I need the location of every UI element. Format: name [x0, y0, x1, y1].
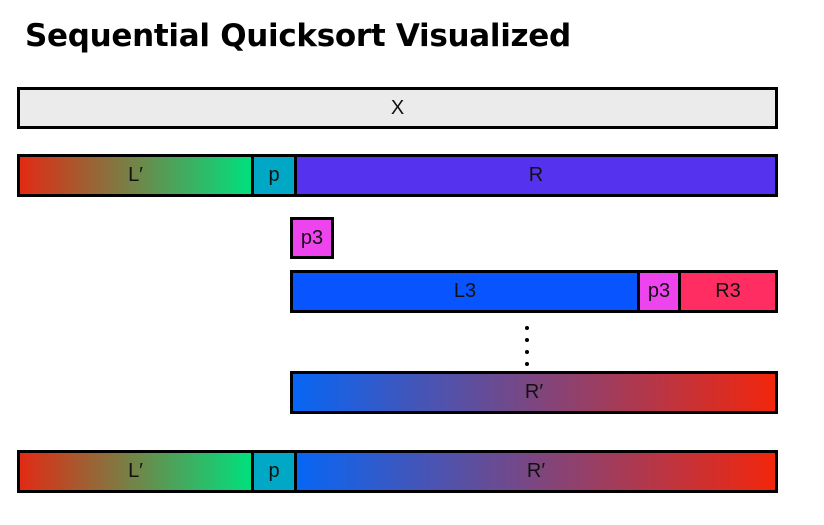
right-partition-segment: R: [294, 157, 775, 194]
array-x-label: X: [390, 96, 405, 119]
continuation-ellipsis: [520, 322, 534, 370]
array-x-bar: X: [17, 87, 778, 129]
left-partition-label: L′: [128, 164, 143, 186]
pivot-3-segment: p3: [637, 273, 678, 310]
final-left-label: L′: [128, 460, 143, 482]
final-pivot-segment: p: [251, 453, 294, 490]
final-right-label: R′: [526, 460, 546, 482]
final-left-segment: L′: [20, 453, 251, 490]
left-partition-segment: L′: [20, 157, 251, 194]
right-partition-label: R: [528, 164, 544, 186]
right-3-segment: R3: [678, 273, 775, 310]
left-3-segment: L3: [293, 273, 637, 310]
pivot-3-box: p3: [290, 217, 334, 259]
sorted-right-label: R′: [524, 381, 544, 403]
ellipsis-dot: [525, 350, 529, 354]
left-3-label: L3: [453, 280, 477, 302]
pivot-3-label: p3: [647, 280, 671, 302]
final-right-segment: R′: [294, 453, 775, 490]
pivot-3-box-label: p3: [300, 226, 324, 249]
final-bar: L′ p R′: [17, 450, 778, 493]
sorted-right-segment: R′: [293, 374, 775, 411]
ellipsis-dot: [525, 326, 529, 330]
pivot-segment: p: [251, 157, 294, 194]
array-x-segment: X: [20, 90, 775, 126]
partition-3-bar: L3 p3 R3: [290, 270, 778, 313]
ellipsis-dot: [525, 362, 529, 366]
page-title: Sequential Quicksort Visualized: [25, 18, 571, 54]
ellipsis-dot: [525, 338, 529, 342]
right-3-label: R3: [715, 280, 741, 302]
partition-1-bar: L′ p R: [17, 154, 778, 197]
sorted-right-bar: R′: [290, 371, 778, 414]
final-pivot-label: p: [268, 460, 280, 482]
pivot-label: p: [268, 164, 280, 186]
